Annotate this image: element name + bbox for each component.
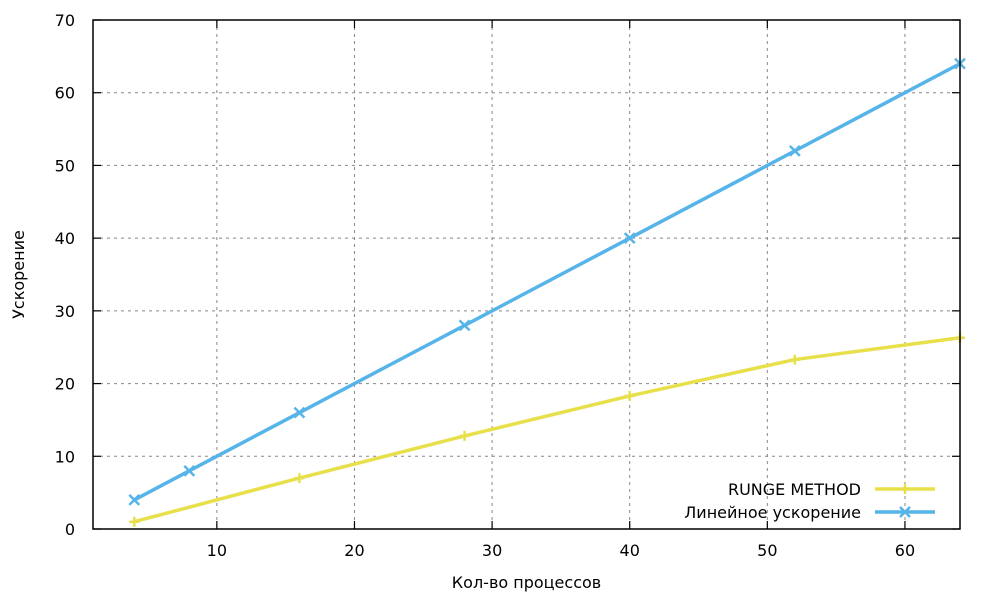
data-point bbox=[900, 484, 910, 494]
legend-label: Линейное ускорение bbox=[684, 503, 861, 522]
x-tick-label: 20 bbox=[344, 541, 364, 560]
series-line bbox=[132, 336, 962, 524]
y-tick-label: 50 bbox=[55, 156, 75, 175]
data-point bbox=[624, 390, 635, 401]
x-axis-title: Кол-во процессов bbox=[452, 573, 601, 592]
y-tick-label: 0 bbox=[65, 520, 75, 539]
ticks: 10 20 30 40 50 60 0 10 20 30 40 50 60 70 bbox=[55, 11, 960, 560]
series-layer bbox=[128, 57, 966, 527]
data-point bbox=[183, 464, 196, 477]
x-tick-label: 30 bbox=[482, 541, 502, 560]
data-point bbox=[458, 319, 471, 332]
plot-frame bbox=[92, 19, 961, 530]
data-point bbox=[129, 516, 140, 527]
x-tick-label: 50 bbox=[757, 541, 777, 560]
x-tick-label: 40 bbox=[620, 541, 640, 560]
grid bbox=[93, 20, 960, 529]
series-line bbox=[132, 61, 962, 502]
data-point bbox=[789, 354, 800, 365]
y-axis-title: Ускорение bbox=[9, 230, 28, 319]
series-linear-speedup bbox=[128, 57, 966, 506]
y-tick-label: 60 bbox=[55, 84, 75, 103]
y-tick-label: 40 bbox=[55, 229, 75, 248]
data-point bbox=[899, 506, 911, 518]
data-point bbox=[293, 406, 306, 419]
data-point bbox=[294, 473, 305, 484]
data-point bbox=[788, 145, 801, 157]
y-tick-label: 30 bbox=[55, 302, 75, 321]
y-tick-label: 20 bbox=[55, 375, 75, 394]
y-tick-label: 10 bbox=[55, 447, 75, 466]
y-tick-label: 70 bbox=[55, 11, 75, 30]
x-tick-label: 10 bbox=[207, 541, 227, 560]
legend-label: RUNGE METHOD bbox=[728, 480, 861, 499]
x-tick-label: 60 bbox=[895, 541, 915, 560]
data-point bbox=[623, 232, 636, 245]
legend: RUNGE METHOD Линейное ускорение bbox=[684, 480, 935, 522]
data-point bbox=[128, 494, 141, 506]
data-point bbox=[459, 430, 470, 441]
